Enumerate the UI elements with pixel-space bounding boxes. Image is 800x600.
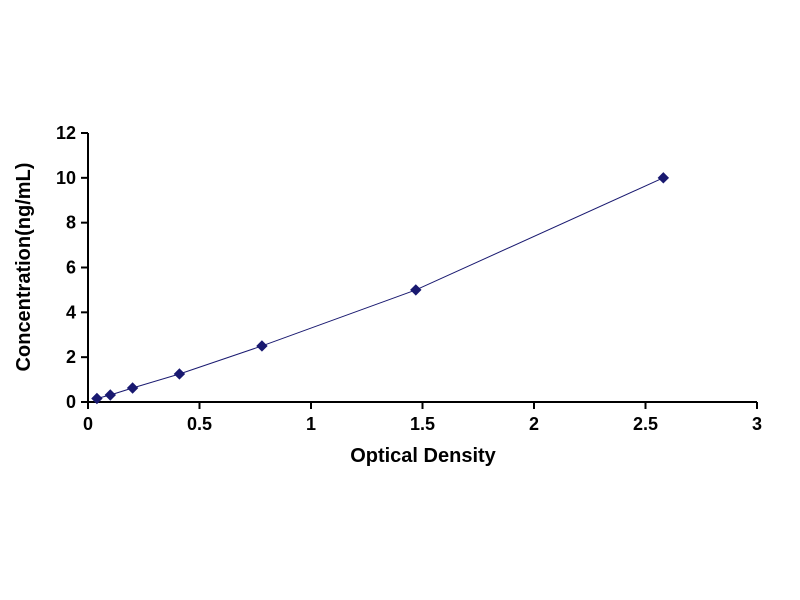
x-tick-label: 2	[529, 414, 539, 434]
x-tick-label: 0.5	[187, 414, 212, 434]
data-point-marker	[104, 389, 117, 401]
x-tick-label: 0	[83, 414, 93, 434]
y-tick-label: 10	[56, 168, 76, 188]
data-point-marker	[173, 368, 186, 380]
y-tick-label: 12	[56, 123, 76, 143]
x-tick-label: 1	[306, 414, 316, 434]
data-point-marker	[91, 392, 103, 405]
y-tick-label: 4	[66, 302, 76, 322]
data-point-marker	[410, 284, 422, 296]
x-axis-title: Optical Density	[350, 445, 496, 467]
curve-line	[96, 177, 664, 399]
plot-area: 0 0.5 1 1.5 2 2.5 3 0 2 4 6 8 10 12	[56, 123, 762, 434]
data-point-marker	[126, 382, 139, 394]
y-tick-label: 2	[66, 347, 76, 367]
data-point-marker	[256, 340, 268, 352]
y-tick-label: 0	[66, 392, 76, 412]
y-tick-label: 6	[66, 258, 76, 278]
data-point-marker	[657, 172, 670, 184]
x-tick-label: 1.5	[410, 414, 435, 434]
x-tick-label: 2.5	[633, 414, 658, 434]
y-tick-label: 8	[66, 213, 76, 233]
x-tick-label: 3	[752, 414, 762, 434]
y-axis-title: Concentration(ng/mL)	[13, 163, 35, 372]
